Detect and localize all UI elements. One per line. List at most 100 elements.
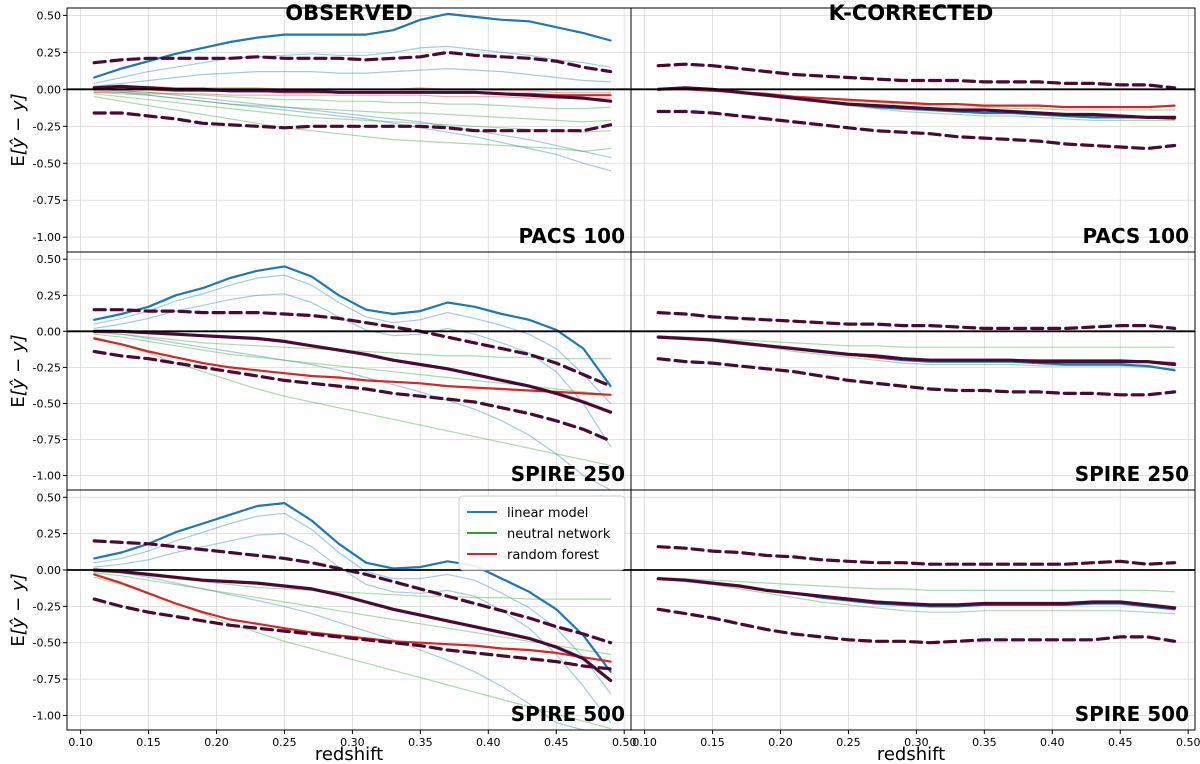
series-line-neural-network-member <box>93 96 612 152</box>
column-title-observed: OBSERVED <box>285 1 413 25</box>
x-tick-label: 0.35 <box>972 736 997 749</box>
panel-observed-spire-500: 0.50 0.25 0.00 -0.25 -0.50 -0.75 -1.00 0.10 0.15… <box>33 489 637 749</box>
y-tick-label: -0.75 <box>33 194 61 207</box>
series-group <box>92 12 613 172</box>
y-tick-label: 0.00 <box>37 564 62 577</box>
series-line-linear-model-member <box>93 90 612 172</box>
y-tick-label: -0.50 <box>33 157 61 170</box>
series-line-ensemble-upper-bound <box>92 308 613 388</box>
series-line-random-forest-mean <box>93 337 612 396</box>
panel-observed-pacs-100: 0.50 0.25 0.00 -0.25 -0.50 -0.75 -1.00 PACS 100 <box>33 7 632 253</box>
legend: linear model neutral network random forest <box>458 495 626 571</box>
series-line-linear-model-member <box>93 88 612 158</box>
x-tick-label: 0.50 <box>1176 736 1200 749</box>
legend-label: neutral network <box>507 527 611 542</box>
y-tick-label: -0.75 <box>33 673 61 686</box>
series-group <box>92 502 613 731</box>
y-axis-label-expression: [ŷ − y] <box>8 334 29 396</box>
y-axis-labels: E[ŷ − y]E[ŷ − y]E[ŷ − y] <box>8 93 29 646</box>
series-line-neural-network-member <box>657 335 1176 348</box>
series-line-linear-model-member <box>93 330 612 491</box>
x-tick-label: 0.50 <box>612 736 637 749</box>
x-tick-label: 0.30 <box>904 736 929 749</box>
series-line-neural-network-member <box>93 88 612 110</box>
x-tick-label: 0.30 <box>340 736 365 749</box>
y-axis-label: E[ŷ − y] <box>8 573 29 646</box>
series-line-ensemble-lower-bound <box>656 607 1177 645</box>
series-line-ensemble-mean <box>656 577 1177 610</box>
series-line-neural-network-member <box>93 91 612 123</box>
y-axis-label-e: E <box>8 635 29 646</box>
y-axis-label: E[ŷ − y] <box>8 93 29 166</box>
series-line-ensemble-mean <box>656 86 1177 120</box>
x-tick-label: 0.25 <box>836 736 861 749</box>
y-tick-label: -0.50 <box>33 397 61 410</box>
column-title-k-corrected: K-CORRECTED <box>829 1 994 25</box>
series-line-neural-network-member <box>93 572 612 656</box>
plot-area <box>67 252 631 490</box>
x-tick-label: 0.45 <box>1108 736 1133 749</box>
y-tick-label: 0.50 <box>37 9 62 22</box>
y-tick-label: 0.50 <box>37 253 62 266</box>
series-line-ensemble-upper-bound <box>656 545 1177 566</box>
series-line-linear-model-member <box>93 512 612 695</box>
y-tick-label: -0.25 <box>33 600 61 613</box>
x-tick-label: 0.40 <box>1040 736 1065 749</box>
y-tick-label: 0.25 <box>37 289 62 302</box>
plot-area <box>631 8 1195 252</box>
panel-label: SPIRE 250 <box>1075 462 1189 486</box>
y-tick-label: 0.25 <box>37 46 62 59</box>
panel-frame <box>630 489 1196 731</box>
panel-label: SPIRE 500 <box>511 702 625 726</box>
series-group <box>656 311 1177 397</box>
plot-area <box>631 490 1195 730</box>
series-line-ensemble-upper-bound <box>656 62 1177 90</box>
series-line-ensemble-upper-bound <box>656 311 1177 330</box>
series-line-linear-model-mean <box>93 265 612 388</box>
x-axis-label-left: redshift <box>315 744 383 764</box>
series-group <box>92 265 613 491</box>
x-tick-label: 0.20 <box>204 736 229 749</box>
x-tick-label: 0.10 <box>632 736 657 749</box>
y-axis-label-e: E <box>8 396 29 407</box>
y-tick-label: 0.25 <box>37 528 62 541</box>
x-tick-label: 0.15 <box>700 736 725 749</box>
series-line-ensemble-upper-bound <box>92 50 613 74</box>
series-line-neural-network-member <box>657 576 1176 593</box>
y-tick-label: -1.00 <box>33 231 61 244</box>
series-line-linear-model-mean <box>93 502 612 673</box>
y-tick-label: -0.75 <box>33 434 61 447</box>
legend-label: random forest <box>507 548 599 563</box>
y-tick-label: -1.00 <box>33 709 61 722</box>
series-line-ensemble-lower-bound <box>92 349 613 443</box>
series-line-ensemble-upper-bound <box>92 539 613 645</box>
panel-label: SPIRE 250 <box>511 462 625 486</box>
y-tick-label: -1.00 <box>33 470 61 483</box>
panel-label: PACS 100 <box>1083 224 1189 248</box>
series-line-ensemble-lower-bound <box>92 111 613 133</box>
legend-label: linear model <box>507 506 588 521</box>
x-tick-label: 0.35 <box>408 736 433 749</box>
y-tick-label: -0.25 <box>33 120 61 133</box>
panel-label: SPIRE 500 <box>1075 702 1189 726</box>
series-line-random-forest-member <box>93 91 612 99</box>
x-tick-label: 0.20 <box>768 736 793 749</box>
x-axis-label-right: redshift <box>877 744 945 764</box>
series-line-ensemble-mean <box>92 568 613 683</box>
x-tick-label: 0.45 <box>544 736 569 749</box>
series-line-ensemble-mean <box>656 335 1177 367</box>
series-line-linear-model-mean <box>93 12 612 79</box>
series-line-linear-model-member <box>93 532 612 724</box>
y-axis-label-e: E <box>8 155 29 166</box>
y-tick-label: -0.50 <box>33 637 61 650</box>
y-axis-label-expression: [ŷ − y] <box>8 93 29 155</box>
y-tick-label: 0.00 <box>37 325 62 338</box>
series-group <box>656 62 1177 151</box>
series-line-linear-model-member <box>93 569 612 731</box>
panel-k-corrected-pacs-100: PACS 100 <box>630 7 1196 253</box>
series-line-ensemble-lower-bound <box>656 357 1177 397</box>
y-tick-label: 0.50 <box>37 491 62 504</box>
plot-area <box>631 252 1195 490</box>
panel-k-corrected-spire-500: 0.10 0.15 0.20 0.25 0.30 0.35 0.40 0.45 0.50 SPIR… <box>630 489 1200 749</box>
